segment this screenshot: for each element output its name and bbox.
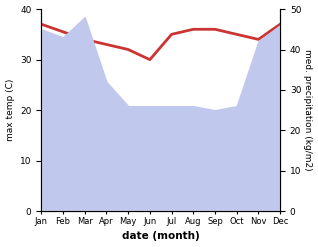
Y-axis label: med. precipitation (kg/m2): med. precipitation (kg/m2) [303,49,313,171]
X-axis label: date (month): date (month) [122,231,200,242]
Y-axis label: max temp (C): max temp (C) [5,79,15,141]
